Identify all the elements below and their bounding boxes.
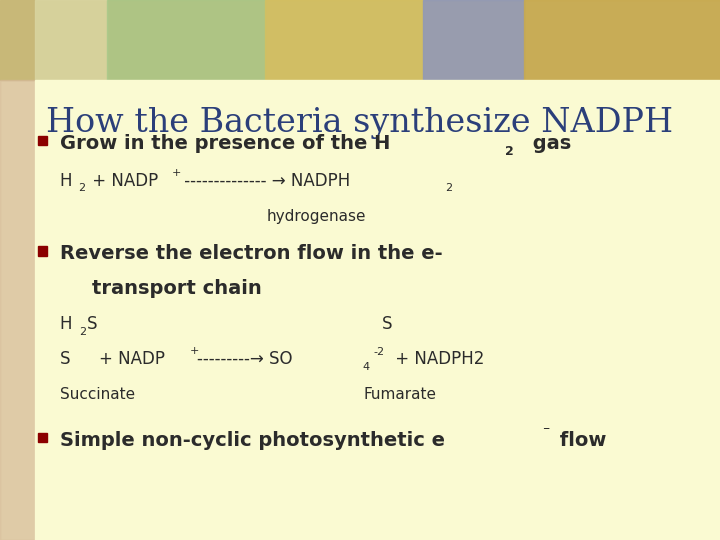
Text: S: S xyxy=(382,315,392,333)
Text: 2: 2 xyxy=(505,145,513,158)
Text: -------------- → NADPH: -------------- → NADPH xyxy=(179,172,350,190)
Bar xyxy=(35,0,107,80)
Bar xyxy=(0,80,35,540)
Text: + NADP: + NADP xyxy=(99,350,166,368)
Text: +: + xyxy=(189,346,199,356)
Text: 2: 2 xyxy=(79,327,86,336)
Text: Simple non-cyclic photosynthetic e: Simple non-cyclic photosynthetic e xyxy=(60,430,445,450)
Text: S: S xyxy=(87,315,98,333)
Text: 2: 2 xyxy=(78,184,86,193)
Text: hydrogenase: hydrogenase xyxy=(267,208,366,224)
Bar xyxy=(38,136,48,145)
Text: Fumarate: Fumarate xyxy=(364,387,436,402)
Bar xyxy=(107,0,265,80)
Bar xyxy=(38,433,48,442)
Bar xyxy=(35,80,720,540)
Text: flow: flow xyxy=(553,430,606,450)
Bar xyxy=(38,246,48,256)
Text: 4: 4 xyxy=(362,362,369,372)
Text: Grow in the presence of the H: Grow in the presence of the H xyxy=(60,133,390,153)
Text: Reverse the electron flow in the e-: Reverse the electron flow in the e- xyxy=(60,244,442,264)
Text: S: S xyxy=(60,350,71,368)
Text: + NADPH2: + NADPH2 xyxy=(390,350,484,368)
Bar xyxy=(524,0,720,80)
Bar xyxy=(423,0,524,80)
Text: How the Bacteria synthesize NADPH: How the Bacteria synthesize NADPH xyxy=(46,107,674,139)
Text: Succinate: Succinate xyxy=(60,387,135,402)
Text: + NADP: + NADP xyxy=(87,172,158,190)
Bar xyxy=(0,0,720,80)
Text: ---------→ SO: ---------→ SO xyxy=(197,350,292,368)
Text: +: + xyxy=(171,168,181,178)
Text: -2: -2 xyxy=(373,347,384,356)
Text: 2: 2 xyxy=(445,184,452,193)
Text: H: H xyxy=(60,172,72,190)
Text: gas: gas xyxy=(526,133,572,153)
Text: transport chain: transport chain xyxy=(92,279,262,299)
Text: ⁻: ⁻ xyxy=(542,424,549,438)
Bar xyxy=(265,0,423,80)
Text: H: H xyxy=(60,315,72,333)
